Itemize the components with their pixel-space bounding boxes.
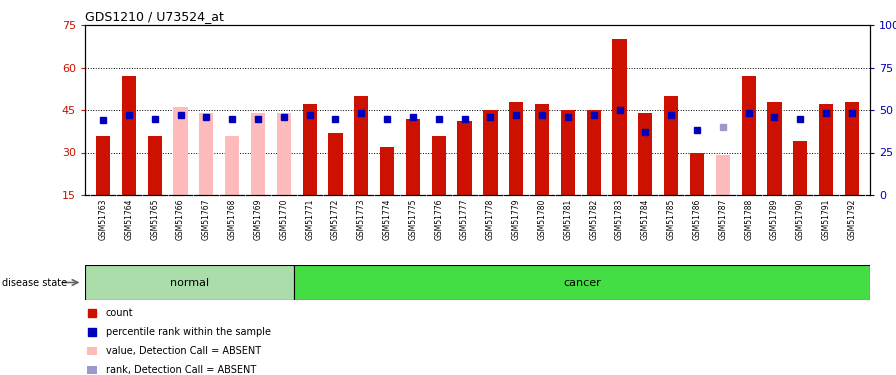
Text: GSM51789: GSM51789: [770, 198, 779, 240]
Bar: [793, 141, 807, 195]
Bar: [690, 153, 704, 195]
Bar: [819, 104, 833, 195]
Bar: [561, 110, 575, 195]
Bar: [251, 113, 265, 195]
Text: GSM51781: GSM51781: [564, 198, 573, 240]
Bar: [85, 265, 294, 300]
Bar: [303, 104, 317, 195]
Bar: [96, 135, 110, 195]
Bar: [148, 135, 162, 195]
Text: GSM51768: GSM51768: [228, 198, 237, 240]
Bar: [122, 76, 136, 195]
Text: GSM51778: GSM51778: [486, 198, 495, 240]
Text: GSM51783: GSM51783: [615, 198, 624, 240]
Bar: [613, 39, 626, 195]
Bar: [638, 113, 652, 195]
Bar: [87, 366, 98, 374]
Bar: [199, 113, 213, 195]
Bar: [354, 96, 368, 195]
Text: GSM51776: GSM51776: [435, 198, 444, 240]
Text: GSM51777: GSM51777: [460, 198, 470, 240]
Text: percentile rank within the sample: percentile rank within the sample: [106, 327, 271, 337]
Text: GSM51770: GSM51770: [280, 198, 289, 240]
Text: GSM51791: GSM51791: [822, 198, 831, 240]
Bar: [406, 118, 420, 195]
Bar: [328, 133, 342, 195]
Text: count: count: [106, 308, 134, 318]
Text: rank, Detection Call = ABSENT: rank, Detection Call = ABSENT: [106, 365, 256, 375]
Text: GDS1210 / U73524_at: GDS1210 / U73524_at: [85, 10, 224, 23]
Bar: [664, 96, 678, 195]
Bar: [716, 155, 730, 195]
Text: GSM51767: GSM51767: [202, 198, 211, 240]
Bar: [509, 102, 523, 195]
Text: cancer: cancer: [564, 278, 601, 288]
Bar: [535, 104, 549, 195]
Bar: [742, 76, 755, 195]
Bar: [483, 110, 497, 195]
Text: GSM51779: GSM51779: [512, 198, 521, 240]
Bar: [225, 135, 239, 195]
Text: GSM51792: GSM51792: [848, 198, 857, 240]
Text: GSM51771: GSM51771: [306, 198, 314, 240]
Text: GSM51773: GSM51773: [357, 198, 366, 240]
Text: GSM51772: GSM51772: [331, 198, 340, 240]
Text: value, Detection Call = ABSENT: value, Detection Call = ABSENT: [106, 346, 261, 356]
Text: GSM51786: GSM51786: [693, 198, 702, 240]
Text: GSM51780: GSM51780: [538, 198, 547, 240]
Text: GSM51784: GSM51784: [641, 198, 650, 240]
Bar: [587, 110, 601, 195]
Text: GSM51790: GSM51790: [796, 198, 805, 240]
Text: GSM51782: GSM51782: [590, 198, 599, 240]
Text: GSM51766: GSM51766: [176, 198, 185, 240]
Text: GSM51775: GSM51775: [409, 198, 418, 240]
Text: GSM51769: GSM51769: [254, 198, 263, 240]
Text: GSM51785: GSM51785: [667, 198, 676, 240]
Text: GSM51764: GSM51764: [125, 198, 134, 240]
Text: GSM51765: GSM51765: [151, 198, 159, 240]
Bar: [458, 122, 471, 195]
Text: GSM51774: GSM51774: [383, 198, 392, 240]
Bar: [277, 113, 291, 195]
Bar: [174, 107, 187, 195]
Text: GSM51787: GSM51787: [719, 198, 728, 240]
Text: GSM51788: GSM51788: [745, 198, 754, 240]
Bar: [294, 265, 870, 300]
Bar: [380, 147, 394, 195]
Bar: [845, 102, 859, 195]
Text: GSM51763: GSM51763: [99, 198, 108, 240]
Bar: [767, 102, 781, 195]
Text: normal: normal: [170, 278, 210, 288]
Text: disease state: disease state: [2, 278, 67, 288]
Bar: [432, 135, 446, 195]
Bar: [87, 347, 98, 355]
